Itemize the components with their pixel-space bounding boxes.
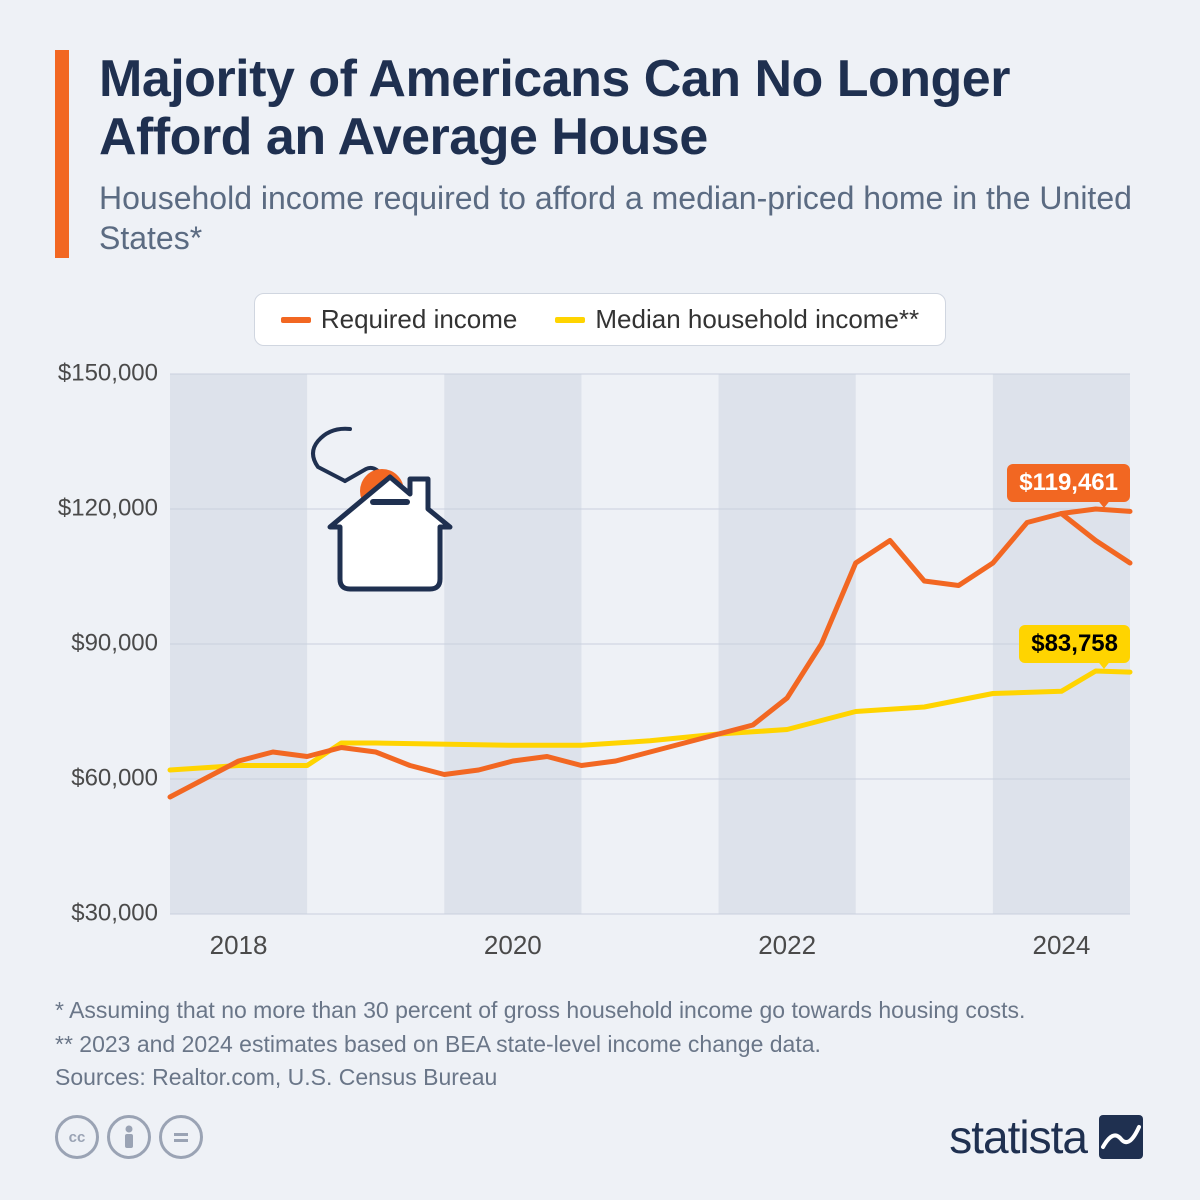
by-icon [107, 1115, 151, 1159]
nd-icon [159, 1115, 203, 1159]
svg-text:$30,000: $30,000 [71, 900, 158, 927]
footer: cc statista [55, 1110, 1145, 1164]
brand-wave-icon [1097, 1113, 1145, 1161]
svg-text:2022: 2022 [758, 930, 816, 960]
infographic-container: Majority of Americans Can No Longer Affo… [0, 0, 1200, 1200]
legend-label-required: Required income [321, 304, 518, 335]
accent-bar [55, 50, 69, 258]
line-chart: $30,000 $60,000 $90,000 $120,000 $150,000 201… [55, 354, 1145, 974]
callout-required-income: $119,461 [1007, 464, 1130, 502]
page-subtitle: Household income required to afford a me… [99, 178, 1145, 258]
title-block: Majority of Americans Can No Longer Affo… [99, 50, 1145, 258]
footnote-1: * Assuming that no more than 30 percent … [55, 994, 1145, 1027]
svg-text:$90,000: $90,000 [71, 630, 158, 657]
svg-text:$150,000: $150,000 [58, 360, 158, 387]
svg-text:2024: 2024 [1033, 930, 1091, 960]
brand: statista [949, 1110, 1145, 1164]
footnotes: * Assuming that no more than 30 percent … [55, 994, 1145, 1094]
page-title: Majority of Americans Can No Longer Affo… [99, 50, 1145, 166]
svg-text:2018: 2018 [210, 930, 268, 960]
chart-legend: Required income Median household income*… [55, 293, 1145, 346]
legend-swatch-median [555, 317, 585, 323]
svg-text:2020: 2020 [484, 930, 542, 960]
legend-pill: Required income Median household income*… [254, 293, 946, 346]
svg-text:$120,000: $120,000 [58, 495, 158, 522]
sources: Sources: Realtor.com, U.S. Census Bureau [55, 1061, 1145, 1094]
brand-text: statista [949, 1110, 1087, 1164]
footnote-2: ** 2023 and 2024 estimates based on BEA … [55, 1028, 1145, 1061]
svg-text:$60,000: $60,000 [71, 765, 158, 792]
legend-label-median: Median household income** [595, 304, 919, 335]
cc-icon: cc [55, 1115, 99, 1159]
legend-swatch-required [281, 317, 311, 323]
legend-item-median: Median household income** [555, 304, 919, 335]
chart-area: $30,000 $60,000 $90,000 $120,000 $150,000 201… [55, 354, 1145, 974]
license-icons: cc [55, 1115, 203, 1159]
header: Majority of Americans Can No Longer Affo… [55, 50, 1145, 258]
svg-text:cc: cc [69, 1129, 86, 1146]
legend-item-required: Required income [281, 304, 518, 335]
callout-median-income: $83,758 [1019, 625, 1130, 663]
